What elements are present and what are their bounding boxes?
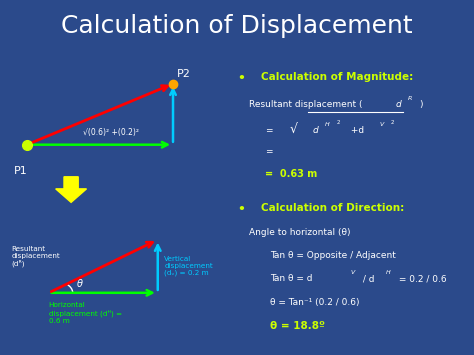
Text: =  0.63 m: = 0.63 m: [265, 169, 318, 179]
FancyArrow shape: [56, 177, 86, 202]
Text: Angle to horizontal (θ): Angle to horizontal (θ): [249, 228, 350, 237]
Text: √: √: [289, 123, 297, 136]
Text: Calculation of Magnitude:: Calculation of Magnitude:: [261, 72, 413, 82]
Text: Tan θ = d: Tan θ = d: [270, 274, 313, 284]
Text: H: H: [325, 122, 329, 127]
Text: θ = Tan⁻¹ (0.2 / 0.6): θ = Tan⁻¹ (0.2 / 0.6): [270, 297, 360, 307]
Text: R: R: [408, 96, 412, 101]
Text: P1: P1: [14, 166, 27, 176]
Text: Vertical
displacement
(dᵥ) = 0.2 m: Vertical displacement (dᵥ) = 0.2 m: [164, 256, 213, 277]
Text: V: V: [351, 271, 355, 275]
Text: =: =: [265, 126, 273, 135]
Text: •: •: [237, 203, 245, 216]
Text: θ = 18.8º: θ = 18.8º: [270, 321, 325, 331]
Text: Resultant displacement (: Resultant displacement (: [249, 100, 362, 109]
Text: P2: P2: [177, 69, 191, 79]
Text: = 0.2 / 0.6: = 0.2 / 0.6: [396, 274, 447, 284]
Text: Tan θ = Opposite / Adjacent: Tan θ = Opposite / Adjacent: [270, 251, 396, 261]
Text: √(0.6)² +(0.2)²: √(0.6)² +(0.2)²: [83, 128, 139, 137]
Text: d: d: [396, 100, 401, 109]
Text: Calculation of Displacement: Calculation of Displacement: [61, 13, 413, 38]
Text: 2: 2: [391, 120, 394, 125]
Text: / d: / d: [360, 274, 375, 284]
Text: d: d: [313, 126, 319, 135]
Text: H: H: [386, 271, 391, 275]
Text: •: •: [237, 72, 245, 85]
Text: Calculation of Direction:: Calculation of Direction:: [261, 203, 404, 213]
Text: Resultant
displacement
(dᴿ): Resultant displacement (dᴿ): [12, 246, 60, 267]
Text: Horizontal
displacement (dᴴ) =
0.6 m: Horizontal displacement (dᴴ) = 0.6 m: [49, 302, 122, 324]
Text: V: V: [379, 122, 383, 127]
Text: +d: +d: [348, 126, 365, 135]
Text: θ: θ: [77, 279, 83, 289]
Text: ): ): [419, 100, 423, 109]
Text: =: =: [265, 148, 273, 157]
Text: 2: 2: [337, 120, 340, 125]
